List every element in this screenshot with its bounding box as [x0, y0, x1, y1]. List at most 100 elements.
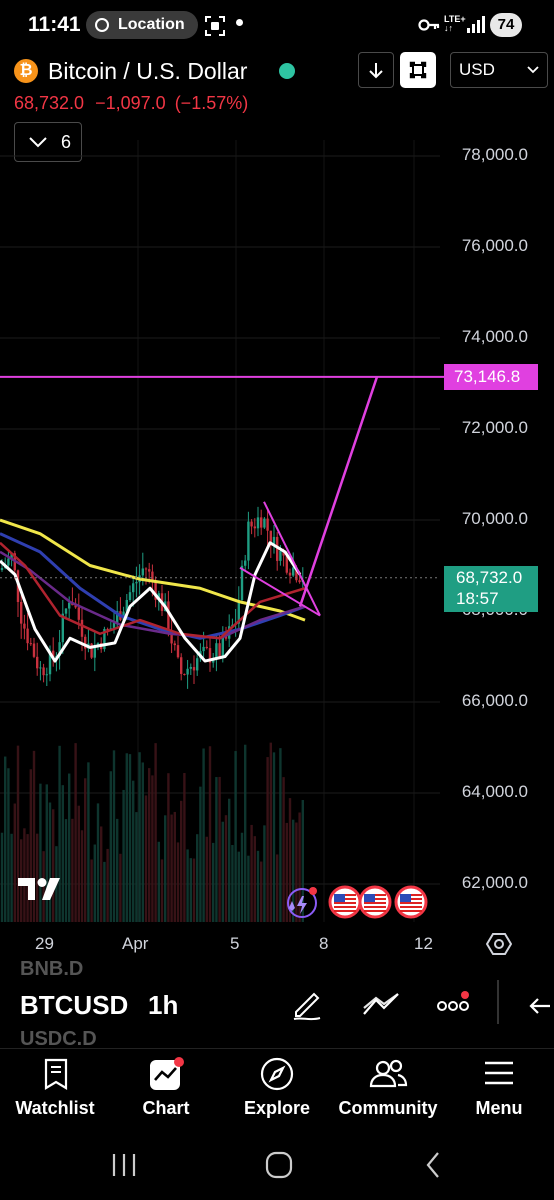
volume-bar	[48, 802, 52, 922]
volume-bar	[292, 819, 295, 922]
y-tick: 64,000.0	[461, 782, 528, 801]
volume-bar	[93, 844, 96, 922]
volume-bar	[244, 744, 247, 922]
us-event-flag-icon[interactable]	[328, 885, 362, 924]
volume-bar	[176, 842, 180, 922]
volume-bar	[36, 833, 39, 922]
fullscreen-icon	[409, 61, 427, 79]
volume-bar	[58, 745, 61, 922]
volume-bar	[173, 811, 176, 922]
location-label: Location	[118, 16, 185, 33]
currency-select[interactable]: USD	[450, 52, 548, 88]
draw-pencil-icon[interactable]	[290, 988, 324, 1022]
candle	[240, 565, 244, 601]
chart-settings-icon[interactable]	[486, 932, 512, 956]
recent-apps-icon[interactable]	[110, 1140, 140, 1190]
nav-community[interactable]: Community	[333, 1050, 443, 1125]
download-button[interactable]	[358, 52, 394, 88]
volume-bar	[301, 800, 304, 922]
volume-bar	[192, 858, 196, 922]
notification-dot	[236, 19, 243, 26]
volume-bar	[263, 825, 266, 922]
symbol-selector[interactable]: BTCUSD	[20, 990, 129, 1020]
price-chart[interactable]	[0, 140, 440, 922]
candle	[183, 673, 186, 675]
candle	[128, 592, 132, 600]
volume-bar	[256, 850, 260, 922]
candle	[180, 657, 183, 674]
y-tick: 78,000.0	[461, 145, 528, 164]
volume-bar	[122, 789, 125, 922]
volume-bar	[23, 828, 26, 922]
fullscreen-button[interactable]	[400, 52, 436, 88]
market-open-indicator[interactable]	[279, 63, 295, 79]
candle	[151, 571, 154, 583]
home-icon[interactable]	[264, 1140, 294, 1190]
x-tick: Apr	[122, 934, 149, 953]
nav-explore[interactable]: Explore	[222, 1050, 332, 1125]
candle	[0, 567, 4, 571]
symbol-title[interactable]: Bitcoin / U.S. Dollar	[48, 58, 248, 84]
moving-average-line	[0, 541, 302, 663]
candle	[148, 569, 151, 572]
nav-watchlist[interactable]: Watchlist	[0, 1050, 110, 1125]
volume-bar	[16, 745, 20, 922]
indicators-icon[interactable]	[362, 992, 400, 1018]
candle	[167, 601, 170, 633]
chart-icon	[150, 1057, 184, 1090]
volume-bar	[96, 803, 100, 922]
volume-bar	[298, 812, 301, 922]
moving-average-line	[0, 518, 306, 622]
volume-bar	[279, 748, 282, 922]
undo-icon[interactable]	[528, 994, 554, 1018]
back-icon[interactable]	[422, 1140, 446, 1190]
volume-bar	[13, 803, 16, 922]
volume-bar	[32, 750, 36, 922]
candle	[116, 611, 119, 624]
volume-bar	[282, 777, 285, 922]
ai-spark-icon[interactable]	[282, 886, 318, 922]
candle	[77, 607, 80, 620]
volume-bar	[157, 841, 160, 922]
nav-menu[interactable]: Menu	[444, 1050, 554, 1125]
volume-bar	[125, 753, 128, 922]
candle	[64, 608, 68, 614]
candle	[90, 643, 93, 658]
us-event-flag-icon[interactable]	[394, 885, 428, 924]
y-tick: 74,000.0	[461, 327, 528, 346]
volume-bar	[266, 757, 269, 922]
candle	[42, 667, 45, 676]
y-tick: 70,000.0	[461, 509, 528, 528]
x-tick: 5	[230, 934, 240, 953]
volume-bar	[45, 784, 48, 922]
location-chip[interactable]: Location	[86, 11, 198, 39]
moving-average-line	[0, 532, 306, 640]
candle	[157, 593, 160, 600]
horizontal-line-price-tag[interactable]: 73,146.8	[444, 363, 538, 390]
us-event-flag-icon[interactable]	[358, 885, 392, 924]
last-price-value: 68,732.0	[456, 568, 523, 587]
volume-bar	[170, 814, 173, 922]
us-flag-icon	[328, 885, 362, 919]
ghost-symbol-below: USDC.D	[20, 1028, 97, 1050]
nav-label: Chart	[142, 1098, 190, 1118]
candle	[256, 517, 260, 529]
volume-bar	[208, 746, 212, 922]
nav-chart[interactable]: Chart	[111, 1050, 221, 1125]
interval-selector[interactable]: 1h	[148, 990, 179, 1020]
volume-bar	[228, 798, 231, 922]
us-flag-icon	[358, 885, 392, 919]
indicators-toggle-button[interactable]: 6	[14, 122, 82, 162]
volume-bar	[148, 768, 151, 922]
candle	[250, 521, 253, 527]
volume-bar	[202, 748, 205, 922]
candle	[298, 580, 301, 583]
y-tick: 76,000.0	[461, 236, 528, 255]
indicator-count: 6	[61, 132, 72, 152]
volume-bar	[212, 842, 215, 922]
more-options-icon[interactable]	[436, 990, 472, 1020]
volume-bar	[87, 762, 90, 922]
candle	[218, 643, 221, 658]
candle	[61, 613, 64, 643]
trendline	[263, 501, 321, 616]
